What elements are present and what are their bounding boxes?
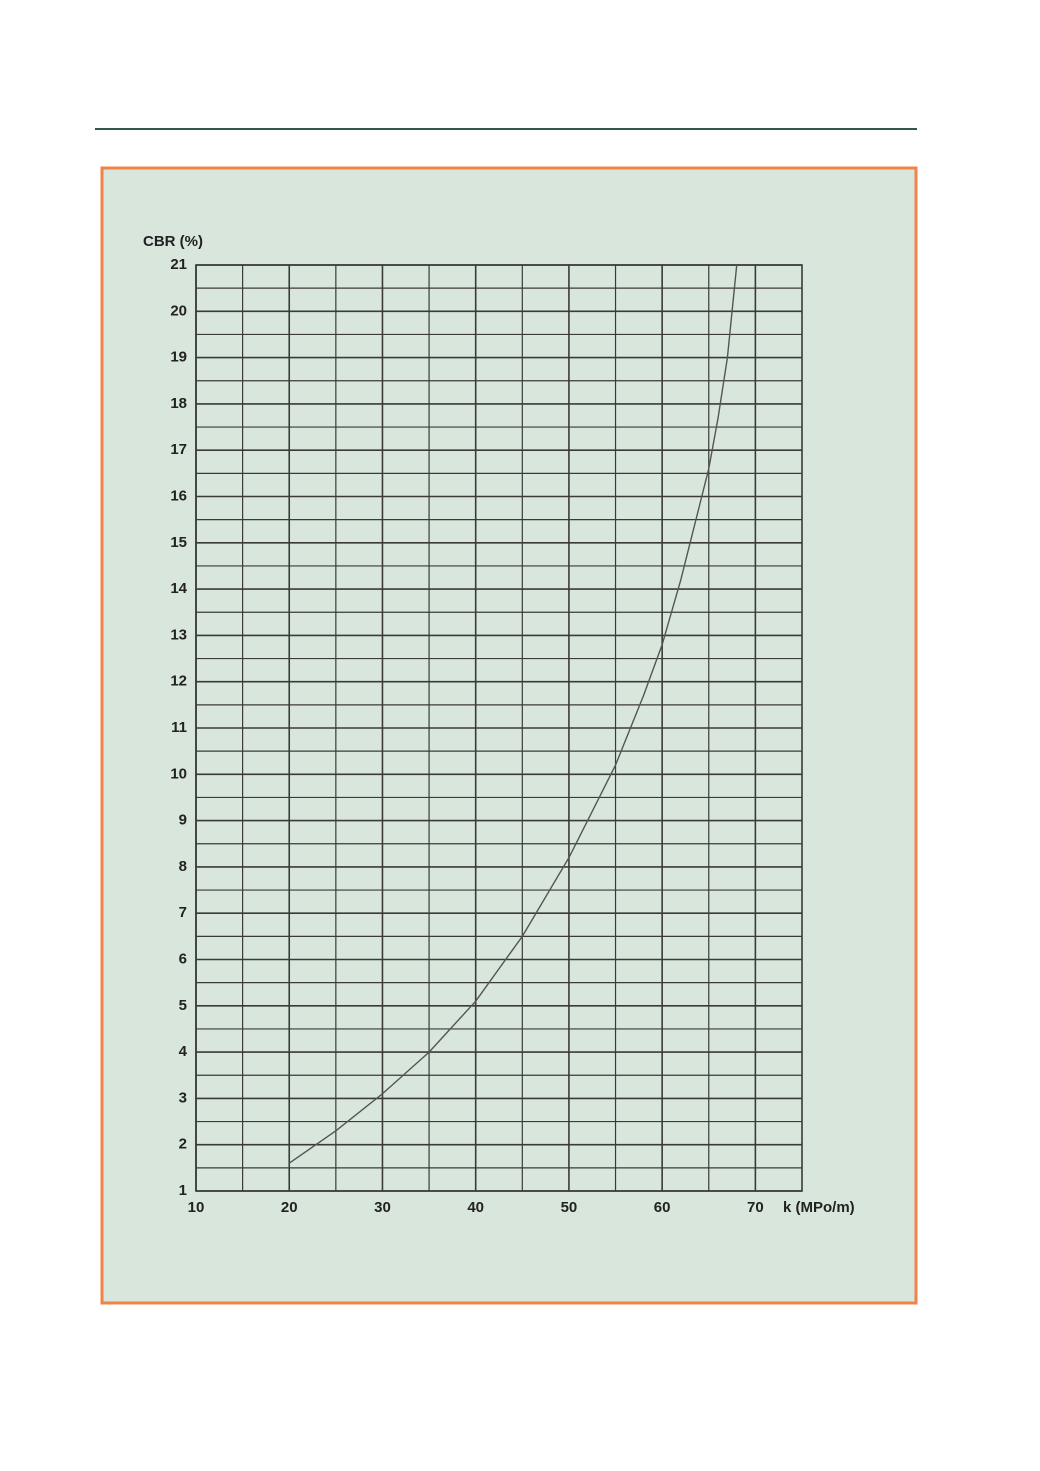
y-tick-label: 5	[179, 997, 187, 1014]
data-line	[288, 264, 738, 1164]
x-tick-label: 50	[561, 1199, 578, 1216]
y-tick-label: 10	[170, 765, 187, 782]
x-tick-label: 20	[281, 1199, 298, 1216]
y-tick-label: 6	[179, 950, 187, 967]
y-tick-label: 1	[179, 1182, 187, 1199]
y-tick-label: 4	[179, 1043, 188, 1060]
chart-panel	[100, 166, 918, 1305]
plot-frame	[195, 264, 803, 1192]
y-tick-label: 19	[170, 349, 187, 366]
y-tick-label: 21	[170, 256, 187, 273]
y-tick-label: 12	[170, 673, 187, 690]
y-tick-label: 18	[170, 395, 187, 412]
x-tick-label: 10	[188, 1199, 205, 1216]
x-tick-label: 40	[467, 1199, 484, 1216]
x-tick-label: 30	[374, 1199, 391, 1216]
y-tick-label: 7	[179, 904, 187, 921]
y-tick-label: 17	[170, 441, 187, 458]
y-axis-label: CBR (%)	[143, 233, 203, 250]
y-tick-label: 2	[179, 1136, 187, 1153]
x-axis-label: k (MPo/m)	[783, 1199, 855, 1216]
y-tick-label: 14	[170, 580, 187, 597]
x-tick-label: 60	[654, 1199, 671, 1216]
y-tick-label: 15	[170, 534, 187, 551]
y-tick-label: 3	[179, 1089, 187, 1106]
y-tick-label: 13	[170, 626, 187, 643]
y-tick-label: 16	[170, 487, 187, 504]
y-tick-label: 20	[170, 302, 187, 319]
x-tick-label: 70	[747, 1199, 764, 1216]
y-tick-label: 11	[171, 719, 187, 736]
y-tick-label: 8	[179, 858, 187, 875]
y-tick-label: 9	[179, 812, 187, 829]
